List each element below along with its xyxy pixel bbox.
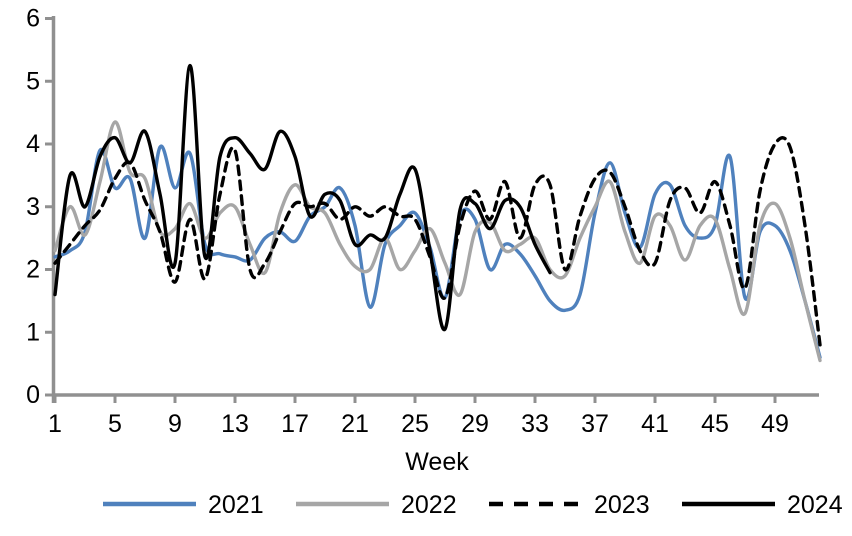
y-tick-label: 1 bbox=[26, 318, 40, 346]
x-tick-label: 25 bbox=[401, 410, 429, 438]
legend-item-2023: 2023 bbox=[489, 491, 650, 519]
x-tick-label: 49 bbox=[761, 410, 789, 438]
series-line-2024 bbox=[53, 63, 552, 331]
legend-label-2022: 2022 bbox=[401, 491, 457, 519]
x-tick-label: 45 bbox=[701, 410, 729, 438]
x-tick-label: 41 bbox=[641, 410, 669, 438]
series-line-2022 bbox=[53, 120, 822, 363]
series-line-2023 bbox=[53, 136, 822, 347]
legend-label-2024: 2024 bbox=[787, 491, 843, 519]
x-axis-title: Week bbox=[405, 448, 469, 476]
legend-label-2023: 2023 bbox=[594, 491, 650, 519]
y-tick-label: 5 bbox=[26, 67, 40, 95]
legend-item-2021: 2021 bbox=[103, 491, 264, 519]
series-lines bbox=[53, 63, 822, 363]
y-tick-label: 3 bbox=[26, 193, 40, 221]
y-tick-label: 6 bbox=[26, 5, 40, 33]
x-tick-label: 13 bbox=[221, 410, 249, 438]
legend-item-2024: 2024 bbox=[682, 491, 843, 519]
x-tick-label: 5 bbox=[108, 410, 122, 438]
x-tick-label: 33 bbox=[521, 410, 549, 438]
x-tick-label: 37 bbox=[581, 410, 609, 438]
x-tick-label: 1 bbox=[48, 410, 62, 438]
legend: 2021 2022 2023 2024 bbox=[103, 491, 843, 519]
legend-item-2022: 2022 bbox=[296, 491, 457, 519]
y-tick-label: 4 bbox=[26, 130, 40, 158]
x-tick-label: 17 bbox=[281, 410, 309, 438]
x-tick-label: 21 bbox=[341, 410, 369, 438]
y-tick-label: 0 bbox=[26, 381, 40, 409]
y-tick-label: 2 bbox=[26, 256, 40, 284]
legend-label-2021: 2021 bbox=[208, 491, 264, 519]
x-tick-label: 29 bbox=[461, 410, 489, 438]
x-tick-label: 9 bbox=[168, 410, 182, 438]
